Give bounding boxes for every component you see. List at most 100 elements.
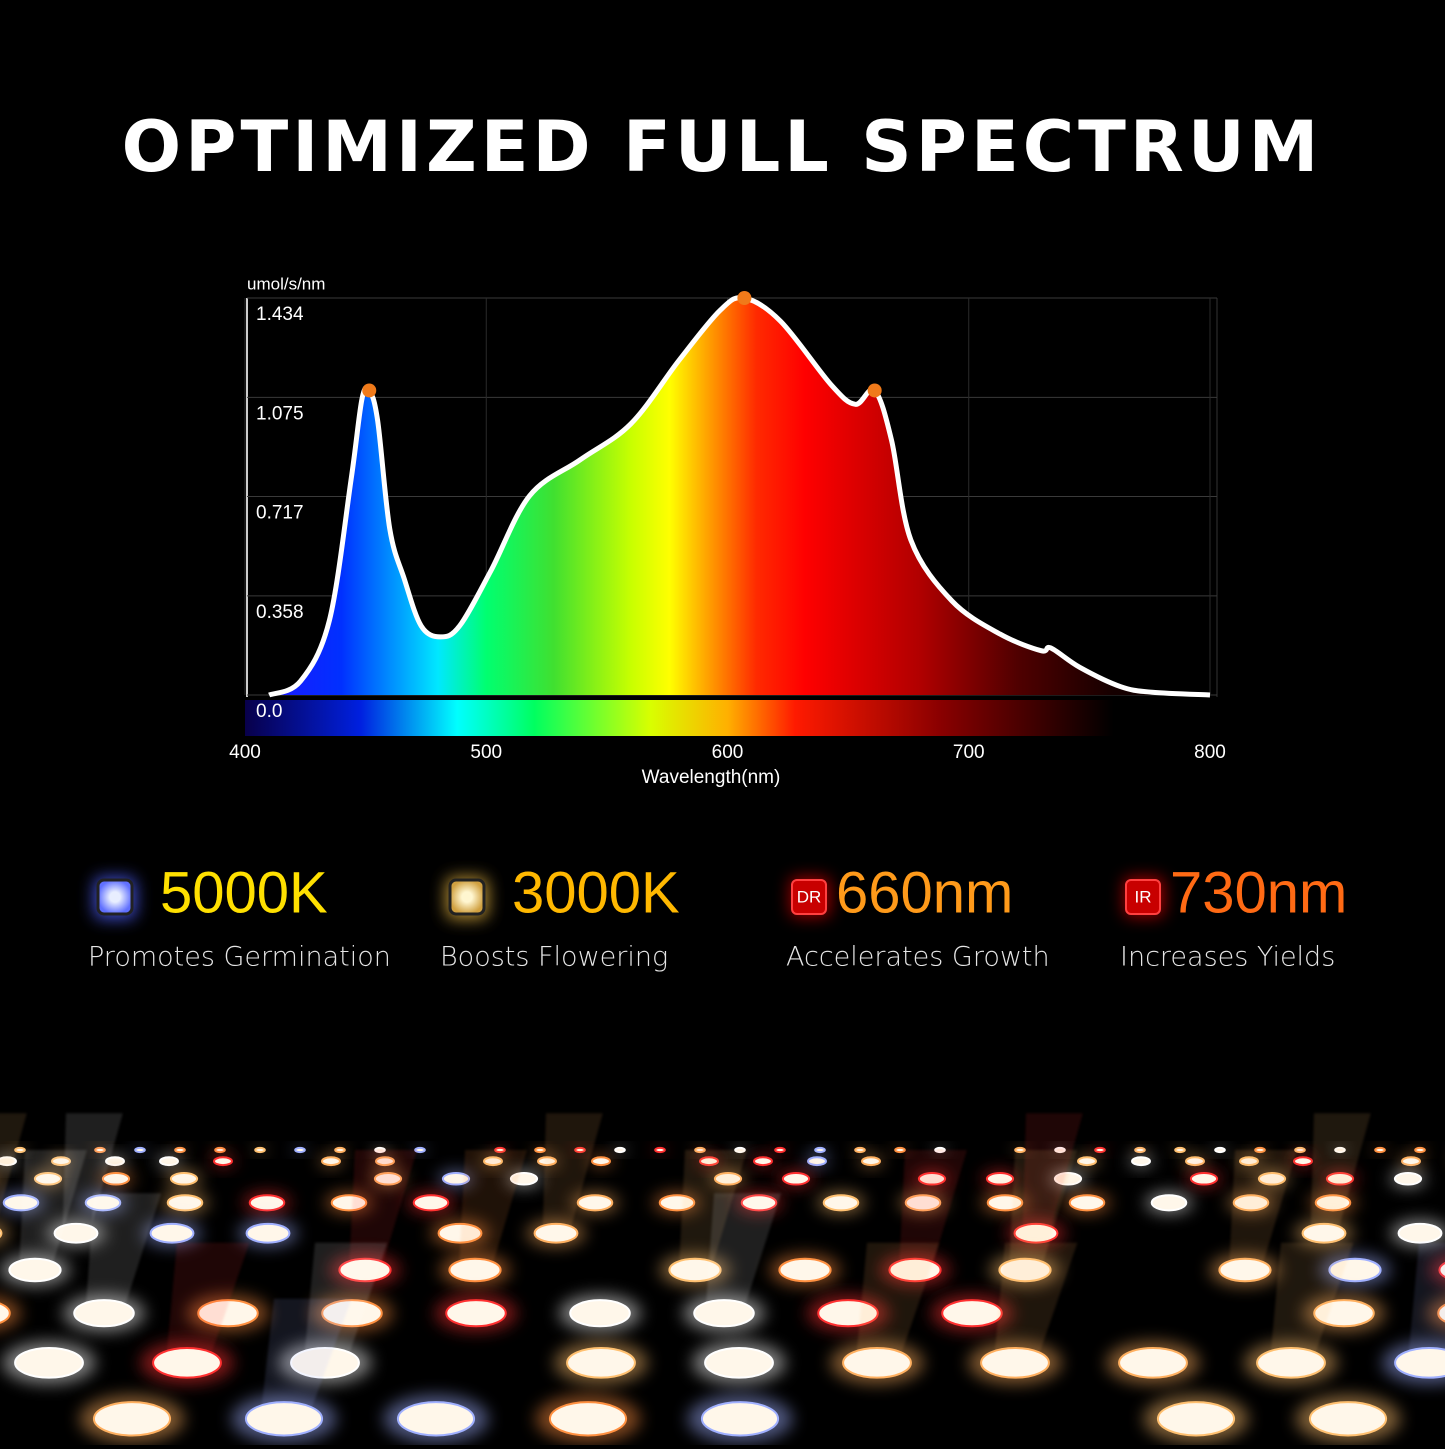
led <box>1414 1146 1426 1154</box>
led <box>569 1299 631 1328</box>
light-beam <box>459 1150 527 1270</box>
led <box>0 1302 11 1324</box>
led <box>245 1222 291 1244</box>
peak-marker <box>867 383 882 398</box>
led <box>152 1346 222 1379</box>
led <box>774 1146 786 1154</box>
led <box>92 1401 172 1437</box>
led <box>693 1299 755 1328</box>
led-icon <box>96 878 134 916</box>
light-beam <box>0 1113 27 1210</box>
feature: IR 730nm Increases Yields <box>1120 860 1347 972</box>
light-beam <box>993 1242 1078 1363</box>
led <box>807 1156 827 1167</box>
led <box>0 1228 3 1238</box>
led <box>1094 1146 1106 1154</box>
led <box>1134 1146 1146 1154</box>
y-axis-label: umol/s/nm <box>247 274 325 293</box>
light-beam <box>1407 1242 1445 1363</box>
led <box>614 1146 626 1154</box>
spectrum-bar <box>245 700 1210 736</box>
led <box>166 1194 204 1212</box>
feature-title: 3000K <box>512 860 680 925</box>
led <box>1214 1146 1226 1154</box>
x-tick-label: 400 <box>229 742 261 763</box>
feature: 3000K Boosts Flowering <box>440 860 680 972</box>
led <box>445 1299 507 1328</box>
led <box>566 1346 636 1379</box>
led <box>533 1222 579 1244</box>
led <box>704 1346 774 1379</box>
led <box>334 1146 346 1154</box>
led <box>1308 1401 1388 1437</box>
led <box>244 1401 324 1437</box>
x-tick-label: 500 <box>470 742 502 763</box>
x-tick-label: 800 <box>1194 742 1226 763</box>
led <box>14 1346 84 1379</box>
led <box>778 1257 832 1283</box>
y-tick-label: 0.717 <box>256 503 304 524</box>
led <box>1150 1194 1188 1212</box>
light-beam <box>349 1150 417 1270</box>
led <box>1301 1222 1347 1244</box>
led <box>396 1401 476 1437</box>
light-beam <box>62 1113 123 1234</box>
light-beam <box>85 1193 162 1314</box>
led <box>1393 1172 1423 1186</box>
led <box>412 1194 450 1212</box>
led <box>159 1156 179 1167</box>
led <box>174 1146 186 1154</box>
y-tick-label: 0.358 <box>256 602 304 623</box>
led <box>548 1401 628 1437</box>
led <box>1077 1156 1097 1167</box>
feature-title: 660nm <box>836 860 1013 925</box>
led-icon <box>448 878 486 916</box>
x-tick-label: 600 <box>712 742 744 763</box>
led <box>1374 1146 1386 1154</box>
led <box>781 1172 811 1186</box>
led <box>134 1146 146 1154</box>
led <box>294 1146 306 1154</box>
light-beam <box>1009 1150 1077 1270</box>
light-beam <box>1310 1113 1371 1234</box>
y-tick-label: 1.434 <box>256 304 304 325</box>
led <box>822 1194 860 1212</box>
badge-label: IR <box>1135 887 1152 906</box>
light-beam <box>1269 1242 1354 1363</box>
feature-title: 730nm <box>1170 860 1347 925</box>
led-glow <box>0 1223 10 1244</box>
led <box>214 1146 226 1154</box>
led <box>894 1146 906 1154</box>
light-beam <box>899 1150 967 1270</box>
led <box>169 1172 199 1186</box>
badge <box>1125 879 1161 915</box>
led-field <box>0 1113 1445 1443</box>
led <box>861 1156 881 1167</box>
led <box>1068 1194 1106 1212</box>
feature-desc: Increases Yields <box>1120 942 1335 973</box>
led <box>1397 1222 1443 1244</box>
led <box>1185 1156 1205 1167</box>
feature-title: 5000K <box>160 860 328 925</box>
peak-marker <box>362 383 377 398</box>
led <box>1394 1346 1445 1379</box>
led <box>248 1194 286 1212</box>
light-beam <box>705 1193 782 1314</box>
led <box>8 1257 62 1283</box>
led <box>101 1172 131 1186</box>
badge <box>791 879 827 915</box>
led <box>985 1172 1015 1186</box>
led <box>591 1156 611 1167</box>
led <box>1218 1257 1272 1283</box>
feature: 5000K Promotes Germination <box>88 860 391 972</box>
led <box>814 1146 826 1154</box>
led <box>980 1346 1050 1379</box>
led <box>321 1156 341 1167</box>
led <box>1256 1346 1326 1379</box>
led <box>534 1146 546 1154</box>
feature-desc: Promotes Germination <box>88 942 391 973</box>
led <box>1131 1156 1151 1167</box>
spectrum-area <box>269 297 1210 695</box>
badge-label: DR <box>797 887 822 906</box>
